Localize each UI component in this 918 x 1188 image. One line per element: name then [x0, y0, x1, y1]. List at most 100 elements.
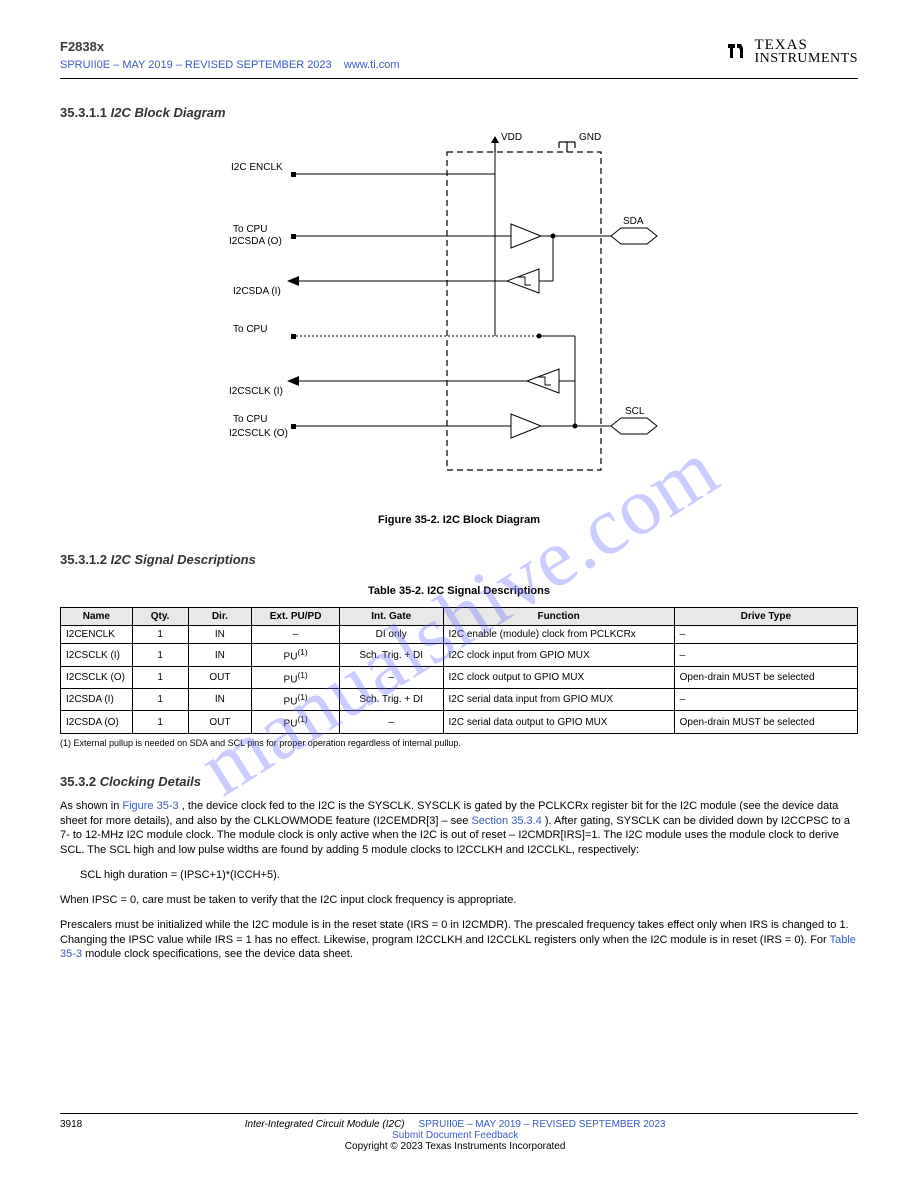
th-0: Name [61, 608, 133, 626]
footer-chapter-title: Inter-Integrated Circuit Module (I2C) [245, 1119, 405, 1130]
label-to-cpu-mid: To CPU [233, 324, 267, 335]
label-gnd: GND [579, 132, 601, 143]
label-vdd: VDD [501, 132, 522, 143]
table-cell: IN [188, 689, 252, 711]
section-num: 35.3.1.1 [60, 105, 107, 120]
table-title: Table 35-2. I2C Signal Descriptions [60, 585, 858, 597]
link-sec-35-3-4[interactable]: Section 35.3.4 [471, 815, 541, 827]
figure-caption: Figure 35-2. I2C Block Diagram [60, 514, 858, 526]
page-header: F2838x SPRUII0E – MAY 2019 – REVISED SEP… [60, 38, 858, 79]
ti-logo-icon [724, 40, 748, 64]
table-cell: I2C enable (module) clock from PCLKCRx [443, 626, 674, 644]
table-cell: I2CSDA (O) [61, 711, 133, 733]
table-cell: I2C clock input from GPIO MUX [443, 644, 674, 666]
footer-feedback-link[interactable]: Submit Document Feedback [392, 1130, 518, 1141]
footer-doc-link[interactable]: SPRUII0E – MAY 2019 – REVISED SEPTEMBER … [419, 1119, 666, 1130]
th-2: Dir. [188, 608, 252, 626]
part-number: F2838x [60, 38, 400, 56]
signals-table: Name Qty. Dir. Ext. PU/PD Int. Gate Func… [60, 607, 858, 733]
table-cell: 1 [132, 644, 188, 666]
table-cell: Open-drain MUST be selected [674, 711, 857, 733]
table-row: I2CSDA (O)1OUTPU(1)–I2C serial data outp… [61, 711, 858, 733]
table-cell: PU(1) [252, 711, 340, 733]
table-cell: I2C serial data output to GPIO MUX [443, 711, 674, 733]
clocking-para-2: When IPSC = 0, care must be taken to ver… [60, 893, 858, 908]
table-cell: PU(1) [252, 666, 340, 688]
diagram-svg [249, 136, 669, 506]
table-cell: DI only [339, 626, 443, 644]
footer-copyright: Copyright © 2023 Texas Instruments Incor… [345, 1141, 566, 1152]
label-scl-out: I2CSCLK (O) [229, 428, 288, 439]
table-row: I2CSCLK (I)1INPU(1)Sch. Trig. + DII2C cl… [61, 644, 858, 666]
th-4: Int. Gate [339, 608, 443, 626]
clocking-para-3: Prescalers must be initialized while the… [60, 918, 858, 963]
label-scl-pad: SCL [625, 406, 644, 417]
table-cell: – [674, 644, 857, 666]
doc-ref-link[interactable]: SPRUII0E – MAY 2019 – REVISED SEPTEMBER … [60, 59, 332, 71]
table-cell: PU(1) [252, 644, 340, 666]
table-row: I2CENCLK1IN–DI onlyI2C enable (module) c… [61, 626, 858, 644]
table-cell: OUT [188, 711, 252, 733]
table-cell: Sch. Trig. + DI [339, 644, 443, 666]
section-heading-clocking: 35.3.2 Clocking Details [60, 774, 858, 789]
table-cell: 1 [132, 626, 188, 644]
table-body: I2CENCLK1IN–DI onlyI2C enable (module) c… [61, 626, 858, 733]
table-cell: I2CSDA (I) [61, 689, 133, 711]
ti-logo: TEXAS INSTRUMENTS [724, 38, 858, 66]
label-i2cenclk: I2C ENCLK [231, 162, 283, 173]
label-scl-in: I2CSCLK (I) [229, 386, 283, 397]
table-cell: 1 [132, 689, 188, 711]
clocking-para-1: As shown in Figure 35-3 , the device clo… [60, 799, 858, 858]
footer-center: Inter-Integrated Circuit Module (I2C) SP… [82, 1119, 828, 1152]
section-num-3: 35.3.2 [60, 774, 96, 789]
label-to-cpu-scl: To CPU [233, 414, 267, 425]
table-cell: Open-drain MUST be selected [674, 666, 857, 688]
table-cell: I2C serial data input from GPIO MUX [443, 689, 674, 711]
table-cell: – [339, 711, 443, 733]
table-cell: 1 [132, 711, 188, 733]
table-cell: I2CENCLK [61, 626, 133, 644]
table-cell: – [674, 689, 857, 711]
site-link[interactable]: www.ti.com [344, 59, 400, 71]
th-5: Function [443, 608, 674, 626]
table-row: I2CSCLK (O)1OUTPU(1)–I2C clock output to… [61, 666, 858, 688]
block-diagram: VDD GND I2C ENCLK To CPU I2CSDA (O) I2CS… [249, 136, 669, 506]
footer-page-num: 3918 [60, 1119, 82, 1152]
section-title-3: Clocking Details [100, 774, 201, 789]
table-cell: 1 [132, 666, 188, 688]
label-sda-pad: SDA [623, 216, 644, 227]
table-cell: OUT [188, 666, 252, 688]
section-title-2: I2C Signal Descriptions [111, 552, 256, 567]
table-cell: I2CSCLK (O) [61, 666, 133, 688]
table-cell: – [339, 666, 443, 688]
clocking-equation: SCL high duration = (IPSC+1)*(ICCH+5). [80, 868, 858, 883]
table-header-row: Name Qty. Dir. Ext. PU/PD Int. Gate Func… [61, 608, 858, 626]
footer-spacer [828, 1119, 858, 1152]
page-footer: 3918 Inter-Integrated Circuit Module (I2… [60, 1113, 858, 1152]
table-row: I2CSDA (I)1INPU(1)Sch. Trig. + DII2C ser… [61, 689, 858, 711]
th-1: Qty. [132, 608, 188, 626]
table-cell: – [674, 626, 857, 644]
label-sda-out: I2CSDA (O) [229, 236, 282, 247]
section-num-2: 35.3.1.2 [60, 552, 107, 567]
section-title: I2C Block Diagram [111, 105, 226, 120]
logo-text-top: TEXAS [754, 38, 858, 52]
table-cell: IN [188, 626, 252, 644]
table-cell: Sch. Trig. + DI [339, 689, 443, 711]
section-heading-block-diagram: 35.3.1.1 I2C Block Diagram [60, 105, 858, 120]
label-to-cpu-sda: To CPU [233, 224, 267, 235]
table-cell: PU(1) [252, 689, 340, 711]
table-cell: – [252, 626, 340, 644]
table-cell: I2CSCLK (I) [61, 644, 133, 666]
label-sda-in: I2CSDA (I) [233, 286, 281, 297]
logo-text-bottom: INSTRUMENTS [754, 52, 858, 65]
table-cell: I2C clock output to GPIO MUX [443, 666, 674, 688]
header-left: F2838x SPRUII0E – MAY 2019 – REVISED SEP… [60, 38, 400, 72]
table-cell: IN [188, 644, 252, 666]
section-heading-signals: 35.3.1.2 I2C Signal Descriptions [60, 552, 858, 567]
th-3: Ext. PU/PD [252, 608, 340, 626]
th-6: Drive Type [674, 608, 857, 626]
table-footnote: (1) External pullup is needed on SDA and… [60, 738, 858, 748]
page: F2838x SPRUII0E – MAY 2019 – REVISED SEP… [0, 0, 918, 1188]
link-fig-35-3[interactable]: Figure 35-3 [122, 800, 178, 812]
